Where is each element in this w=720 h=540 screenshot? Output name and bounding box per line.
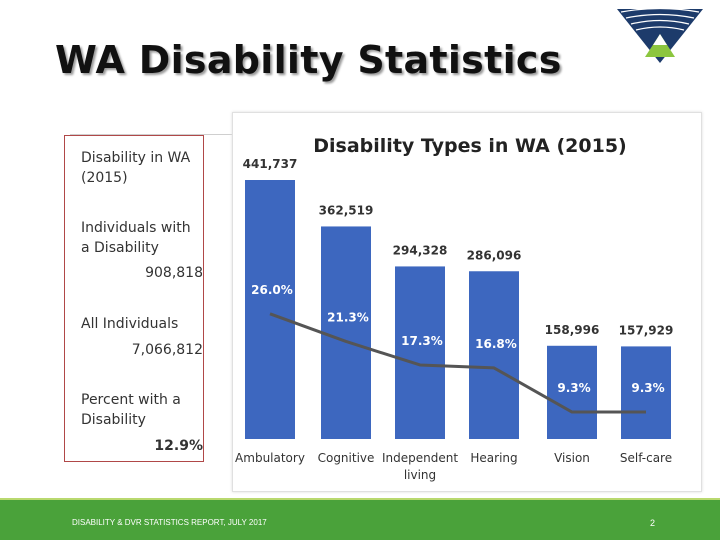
bar-5: [621, 346, 671, 439]
bar-1: [321, 226, 371, 439]
individuals-with-disability-value: 908,818: [145, 265, 203, 281]
stats-box: [64, 135, 204, 462]
percent-label: Percent with a Disability: [81, 392, 181, 428]
all-individuals-value: 7,066,812: [131, 342, 203, 358]
percent-label-0: 26.0%: [251, 283, 293, 297]
stats-heading: Disability in WA (2015): [81, 150, 191, 186]
value-label-5: 157,929: [619, 323, 674, 337]
category-label-2-0: Independent: [382, 451, 458, 465]
bar-4: [547, 345, 597, 439]
page-number: 2: [650, 518, 656, 528]
chart-title: Disability Types in WA (2015): [313, 135, 626, 157]
percent-label-4: 9.3%: [557, 381, 590, 395]
value-label-4: 158,996: [545, 323, 600, 337]
percent-line: [269, 312, 646, 414]
logo-icon: [617, 9, 703, 63]
bar-3: [469, 271, 519, 439]
footer-bar: [0, 500, 720, 540]
value-label-3: 286,096: [467, 248, 522, 262]
percent-value: 12.9%: [154, 438, 203, 454]
slide-title: WA Disability Statistics: [55, 38, 562, 82]
all-individuals-label: All Individuals: [81, 316, 179, 332]
category-label-3: Hearing: [470, 451, 517, 465]
category-label-5: Self-care: [620, 451, 672, 465]
category-label-2-1: living: [404, 468, 436, 482]
footer-text: DISABILITY & DVR STATISTICS REPORT, JULY…: [72, 518, 267, 527]
percent-label-1: 21.3%: [327, 310, 369, 324]
value-label-0: 441,737: [243, 157, 298, 171]
category-label-1: Cognitive: [318, 451, 375, 465]
percent-label-3: 16.8%: [475, 337, 517, 351]
category-label-4: Vision: [554, 451, 590, 465]
individuals-with-disability-label: Individuals with a Disability: [81, 220, 191, 256]
value-label-2: 294,328: [393, 243, 448, 257]
footer-stripe: [0, 498, 720, 501]
percent-label-2: 17.3%: [401, 334, 443, 348]
bar-0: [245, 180, 295, 439]
percent-label-5: 9.3%: [631, 381, 664, 395]
value-label-1: 362,519: [319, 203, 374, 217]
bar-2: [395, 266, 445, 439]
category-label-0: Ambulatory: [235, 451, 305, 465]
title-divider: [70, 134, 270, 135]
